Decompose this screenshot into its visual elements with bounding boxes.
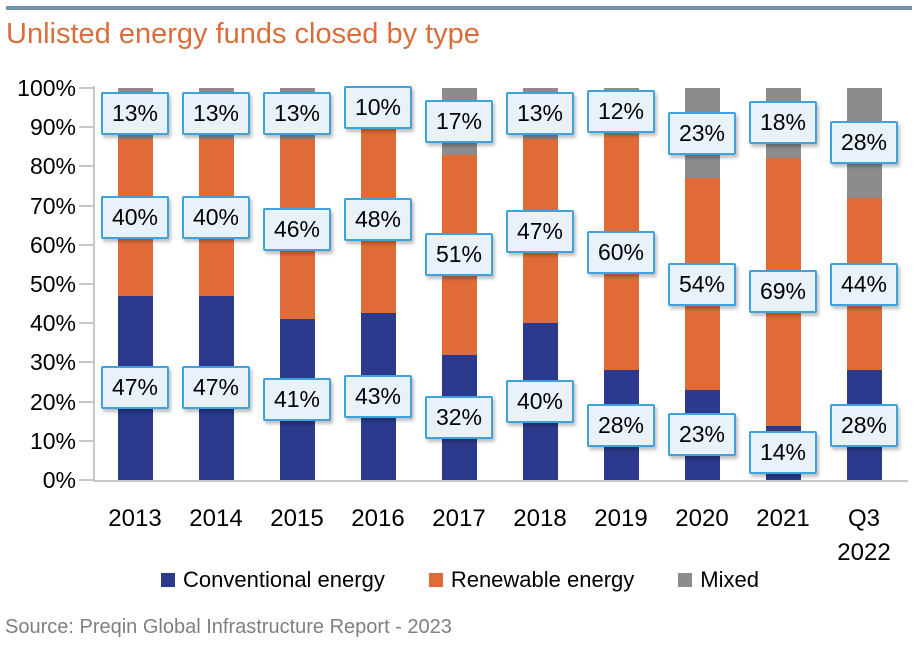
x-axis-label: 2016 xyxy=(333,502,423,536)
data-label: 40% xyxy=(506,380,574,424)
data-label: 40% xyxy=(182,195,250,239)
y-axis-label: 30% xyxy=(29,349,76,376)
y-axis-tick xyxy=(79,361,93,364)
data-label: 40% xyxy=(101,195,169,239)
x-axis-label-line: 2015 xyxy=(270,505,324,532)
page-title: Unlisted energy funds closed by type xyxy=(6,18,480,50)
y-axis-label: 80% xyxy=(29,153,76,180)
legend-item: Conventional energy xyxy=(161,567,385,593)
legend-label: Conventional energy xyxy=(183,567,385,592)
x-axis-label: 2019 xyxy=(576,502,666,536)
legend-label: Renewable energy xyxy=(450,567,635,592)
source-text: Source: Preqin Global Infrastructure Rep… xyxy=(5,616,452,638)
x-axis-label: 2021 xyxy=(738,502,828,536)
data-label: 41% xyxy=(263,378,331,422)
legend-swatch xyxy=(428,573,443,587)
data-label: 44% xyxy=(830,262,898,306)
y-axis-line xyxy=(93,86,95,482)
x-axis-line xyxy=(93,480,908,482)
y-axis-tick xyxy=(79,204,93,207)
y-axis-tick xyxy=(79,243,93,246)
data-label: 13% xyxy=(101,91,169,135)
x-axis-label: 2017 xyxy=(414,502,504,536)
y-axis-label: 10% xyxy=(29,427,76,454)
data-label: 47% xyxy=(506,209,574,253)
data-label: 28% xyxy=(830,121,898,165)
x-axis-label-line: 2013 xyxy=(108,505,162,532)
legend-swatch xyxy=(678,573,693,587)
data-label: 13% xyxy=(182,91,250,135)
data-label: 23% xyxy=(668,413,736,457)
y-axis-tick xyxy=(79,400,93,403)
top-divider-rule xyxy=(6,6,912,10)
x-axis-label-line: 2020 xyxy=(675,505,729,532)
x-axis-label: 2020 xyxy=(657,502,747,536)
x-axis-label: Q3 2022 xyxy=(819,502,909,570)
data-label: 13% xyxy=(263,91,331,135)
y-axis-label: 0% xyxy=(42,467,76,493)
y-axis-tick xyxy=(79,126,93,129)
data-label: 10% xyxy=(344,85,412,129)
y-axis-tick xyxy=(79,87,93,89)
data-label: 47% xyxy=(101,366,169,410)
x-axis-label: 2018 xyxy=(495,502,585,536)
chart-legend: Conventional energy Renewable energy Mixed xyxy=(0,567,920,593)
x-axis-label-line: 2016 xyxy=(351,505,405,532)
y-axis-label: 60% xyxy=(29,231,76,258)
data-label: 46% xyxy=(263,207,331,251)
x-axis-label: 2015 xyxy=(252,502,342,536)
data-label: 17% xyxy=(425,99,493,143)
y-axis-tick xyxy=(79,165,93,168)
y-axis-label: 100% xyxy=(17,75,76,101)
data-label: 48% xyxy=(344,198,412,242)
data-label: 60% xyxy=(587,231,655,275)
x-axis-label-line: 2019 xyxy=(594,505,648,532)
x-axis-label-line: 2017 xyxy=(432,505,486,532)
x-axis-label-line: 2022 xyxy=(837,539,891,566)
legend-swatch xyxy=(161,573,176,587)
data-label: 23% xyxy=(668,111,736,155)
y-axis-tick xyxy=(79,322,93,325)
x-axis-label-line: 2018 xyxy=(513,505,567,532)
x-axis-label-line: 2014 xyxy=(189,505,243,532)
y-axis-tick xyxy=(79,439,93,442)
legend-label: Mixed xyxy=(700,567,759,592)
data-label: 32% xyxy=(425,395,493,439)
data-label: 51% xyxy=(425,233,493,277)
x-axis-label: 2014 xyxy=(171,502,261,536)
data-label: 18% xyxy=(749,101,817,145)
x-axis-label-line: 2021 xyxy=(756,505,810,532)
y-axis-label: 70% xyxy=(29,192,76,219)
data-label: 14% xyxy=(749,431,817,475)
data-label: 28% xyxy=(830,403,898,447)
data-label: 47% xyxy=(182,366,250,410)
x-axis-label: 2013 xyxy=(90,502,180,536)
y-axis-label: 90% xyxy=(29,114,76,141)
data-label: 28% xyxy=(587,403,655,447)
data-label: 12% xyxy=(587,90,655,134)
data-label: 54% xyxy=(668,262,736,306)
y-axis-label: 20% xyxy=(29,388,76,415)
y-axis-label: 50% xyxy=(29,271,76,297)
data-label: 43% xyxy=(344,375,412,419)
legend-item: Mixed xyxy=(678,567,759,593)
data-label: 69% xyxy=(749,270,817,314)
data-label: 13% xyxy=(506,91,574,135)
x-axis-label-line: Q3 xyxy=(847,505,880,532)
y-axis-tick xyxy=(79,479,93,481)
legend-item: Renewable energy xyxy=(428,567,635,593)
y-axis-tick xyxy=(79,283,93,285)
y-axis-label: 40% xyxy=(29,310,76,337)
